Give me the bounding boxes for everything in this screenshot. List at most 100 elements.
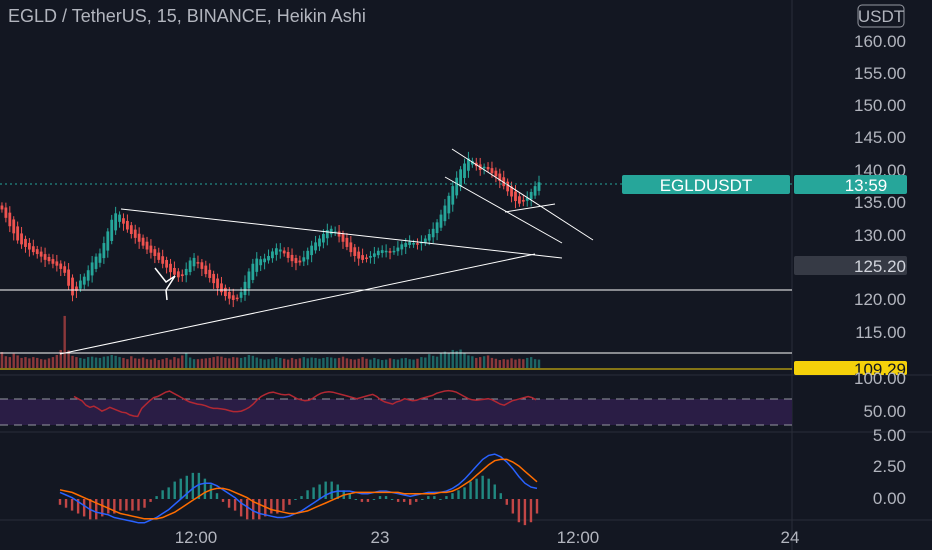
macd-histogram-bar — [433, 496, 436, 499]
candle-body — [86, 270, 90, 281]
volume-bar — [529, 357, 533, 368]
time-axis[interactable]: 12:00 23 12:00 24 — [175, 528, 800, 547]
candle-body — [267, 255, 270, 261]
arrow-annotation[interactable] — [154, 267, 176, 301]
volume-bar — [16, 355, 19, 368]
candle-body — [161, 256, 165, 264]
macd-histogram-bar — [125, 499, 128, 511]
volume-bar — [361, 357, 364, 368]
macd-histogram-bar — [294, 499, 297, 500]
volume-bar — [431, 355, 435, 368]
candle-body — [290, 254, 294, 262]
candle-body — [255, 258, 259, 272]
macd-histogram-bar — [76, 499, 80, 514]
volume-bar — [192, 359, 196, 368]
macd-histogram-bar — [300, 496, 303, 499]
macd-histogram-bar — [529, 499, 533, 523]
volume-bar — [369, 359, 372, 368]
candle-body — [455, 177, 459, 196]
candle-body — [278, 249, 282, 252]
channel-upper-line[interactable] — [451, 148, 594, 241]
volume-bar — [490, 357, 494, 368]
volume-bar — [212, 357, 215, 368]
macd-histogram-bar — [427, 496, 430, 499]
volume-bar — [71, 355, 74, 368]
macd-histogram-bar — [233, 499, 237, 511]
volume-bar — [275, 357, 278, 368]
volume-bar — [451, 349, 454, 368]
volume-bar — [200, 358, 204, 368]
volume-bar — [149, 359, 153, 368]
macd-histogram-bar — [282, 499, 285, 511]
candle-body — [4, 207, 8, 218]
candle-body — [173, 267, 176, 275]
volume-bar — [314, 357, 317, 368]
macd-tick: 0.00 — [873, 489, 906, 508]
candle-body — [16, 226, 20, 241]
volume-bar — [522, 359, 525, 368]
candle-body — [31, 246, 35, 253]
macd-histogram-bar — [439, 499, 442, 500]
volume-bar — [239, 357, 243, 368]
candle-body — [94, 256, 98, 269]
volume-bar — [63, 315, 66, 368]
candle-body — [24, 238, 27, 247]
level-label-yellow-bg — [794, 361, 907, 375]
macd-histogram-bar — [475, 478, 478, 499]
candle-body — [98, 253, 102, 263]
volume-bar — [169, 359, 172, 368]
volume-bar — [134, 358, 137, 368]
channel-lower-line[interactable] — [444, 176, 563, 244]
candle-body — [294, 258, 298, 264]
candle-body — [47, 256, 51, 262]
candle-body — [392, 250, 396, 253]
volume-bar — [302, 357, 305, 368]
price-tick: 145.00 — [854, 128, 906, 147]
macd-histogram-bar — [421, 499, 424, 500]
volume-bar — [306, 358, 309, 368]
candle-body — [82, 276, 86, 285]
candle-body — [176, 271, 180, 278]
candle-body — [298, 260, 302, 263]
flag-breakout-line[interactable] — [504, 203, 556, 213]
volume-bar — [514, 359, 517, 368]
candle-body — [494, 170, 498, 177]
candle-body — [137, 233, 141, 242]
candle-body — [153, 249, 157, 256]
macd-histogram-bar — [137, 499, 140, 511]
volume-bar — [51, 357, 55, 368]
candle-body — [365, 257, 368, 259]
volume-bar — [353, 359, 356, 368]
macd-histogram-bar — [270, 499, 273, 514]
volume-bar — [28, 358, 31, 368]
volume-bar — [118, 357, 121, 368]
candle-body — [192, 257, 196, 267]
macd-histogram-bar — [354, 499, 358, 500]
candle-body — [243, 281, 247, 296]
candle-body — [180, 274, 184, 277]
candle-body — [231, 295, 235, 300]
volume-bar — [322, 357, 325, 368]
volume-bar — [412, 359, 415, 368]
candle-body — [274, 248, 278, 255]
volume-bar — [196, 359, 200, 368]
macd-histogram-bar — [481, 475, 484, 499]
volume-bar — [463, 353, 466, 368]
candle-body — [126, 220, 129, 230]
candle-body — [122, 218, 125, 224]
candle-body — [404, 243, 408, 247]
triangle-upper-trendline[interactable] — [120, 208, 563, 259]
macd-histogram-bar — [330, 481, 333, 499]
candle-body — [376, 250, 380, 256]
macd-histogram-bar — [119, 499, 122, 511]
volume-bar — [161, 359, 164, 368]
candle-body — [416, 243, 419, 245]
candle-body — [502, 177, 506, 187]
triangle-lower-trendline[interactable] — [59, 253, 536, 355]
volume-bar — [326, 357, 329, 368]
candle-body — [427, 234, 431, 241]
macd-histogram-bar — [221, 499, 225, 502]
volume-bar — [0, 352, 4, 368]
currency-badge[interactable] — [857, 4, 905, 28]
